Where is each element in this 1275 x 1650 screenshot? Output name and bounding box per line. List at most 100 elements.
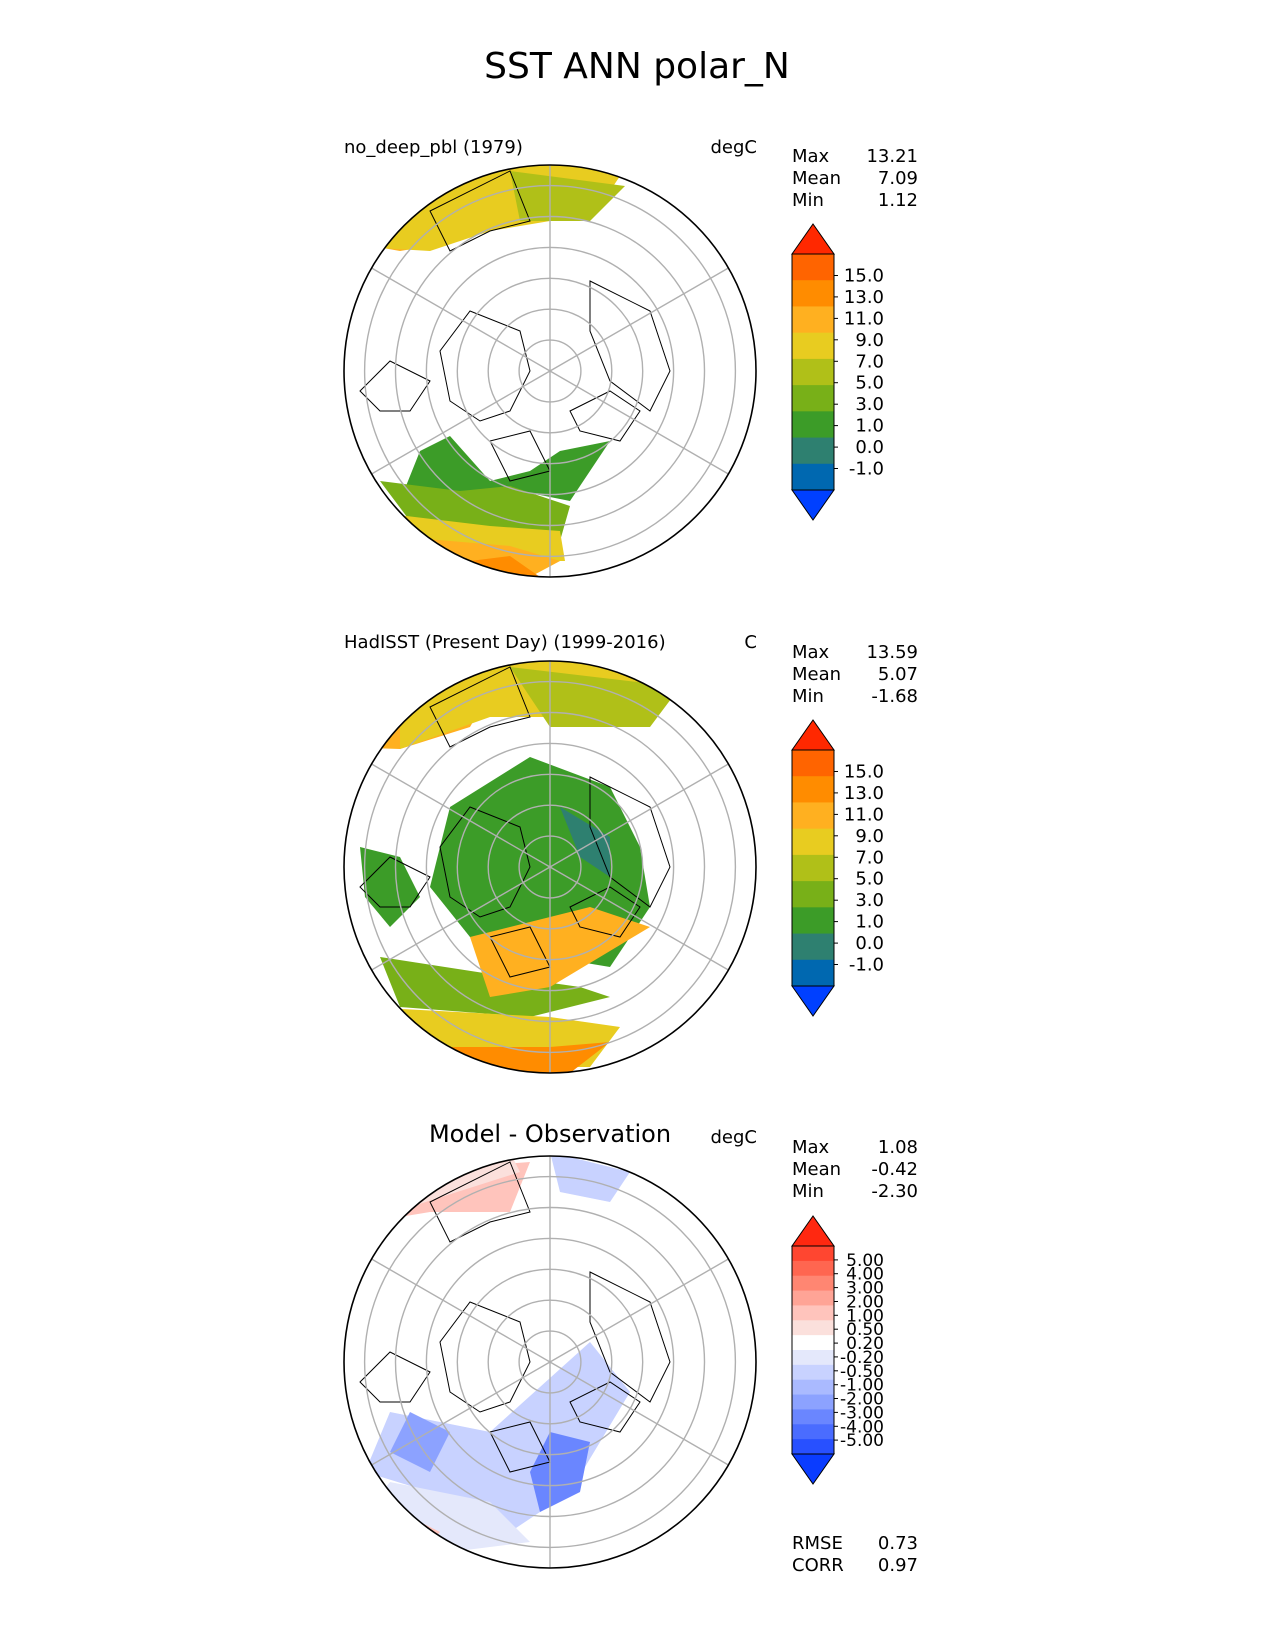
colorbar-segment — [792, 254, 834, 281]
metric-corr-label: CORR — [792, 1555, 844, 1576]
colorbar-tick-label: 11.0 — [844, 804, 884, 825]
colorbar-segment — [792, 1320, 834, 1336]
colorbar-segment — [792, 1350, 834, 1366]
colorbar-segment — [792, 463, 834, 491]
colorbar-tick-label: 1.0 — [855, 912, 884, 933]
panel-diff: Model - Observation degC Max 1.08 Mean -… — [343, 1120, 918, 1576]
metric-corr-value: 0.97 — [878, 1555, 918, 1576]
coastline — [569, 390, 641, 442]
coastline — [429, 666, 531, 748]
colorbar-frame — [791, 1245, 835, 1455]
coastline — [359, 1351, 431, 1403]
colorbar-tick-label: 7.0 — [855, 847, 884, 868]
meridian-line — [549, 1258, 729, 1363]
panel-diff-colorbar: 5.004.003.002.001.000.500.20-0.20-0.50-1… — [791, 1215, 884, 1485]
colorbar-tick-label: 15.0 — [844, 762, 884, 783]
metric-rmse-value: 0.73 — [878, 1533, 918, 1554]
panel-obs-units: C — [744, 632, 757, 653]
labrador-cold-anomaly — [390, 1412, 450, 1472]
colorbar-segment — [792, 1439, 834, 1455]
colorbar-tick-label: 13.0 — [844, 287, 884, 308]
stat-min-value: -1.68 — [871, 686, 918, 707]
meridian-line — [371, 763, 551, 868]
stat-min-label: Min — [792, 190, 824, 211]
meridian-line — [371, 267, 551, 372]
colorbar-segment — [792, 1275, 834, 1292]
colorbar-segment — [792, 1379, 834, 1396]
coastline — [569, 1381, 641, 1433]
colorbar-segment — [792, 437, 834, 465]
colorbar-extend-min — [791, 1453, 835, 1485]
colorbar-tick-label: 3.0 — [855, 394, 884, 415]
stat-mean-value: 5.07 — [878, 664, 918, 685]
colorbar-segment — [792, 1246, 834, 1262]
colorbar-tick-label: -1.00 — [840, 1376, 884, 1396]
colorbar-tick-label: 0.0 — [855, 933, 884, 954]
colorbar-tick-label: 3.00 — [846, 1279, 884, 1299]
atlantic-mid-field — [380, 481, 570, 541]
panel-model: no_deep_pbl (1979) degC Max 13.21 Mean 7… — [343, 137, 918, 578]
colorbar-tick-label: 4.00 — [846, 1265, 884, 1285]
colorbar-segment — [792, 854, 834, 882]
panel-diff-metrics: RMSE 0.73 CORR 0.97 — [792, 1533, 918, 1576]
colorbar-segment — [792, 828, 834, 856]
colorbar-segment — [792, 1260, 834, 1277]
colorbar-tick-label: 15.0 — [844, 266, 884, 287]
colorbar-tick-label: 2.00 — [846, 1293, 884, 1313]
colorbar-segment — [792, 1424, 834, 1440]
stat-max-label: Max — [792, 642, 830, 663]
colorbar-segment — [792, 1364, 834, 1381]
meridian-line — [371, 866, 551, 971]
stat-max-value: 13.59 — [866, 642, 918, 663]
colorbar-extend-max — [791, 719, 835, 751]
colorbar-segment — [792, 776, 834, 803]
colorbar-tick-label: 0.0 — [855, 437, 884, 458]
colorbar-segment — [792, 1290, 834, 1306]
stat-min-label: Min — [792, 1181, 824, 1202]
stat-min-value: 1.12 — [878, 190, 918, 211]
coastline — [359, 360, 431, 412]
coastline — [359, 856, 431, 908]
panel-obs-map — [343, 660, 757, 1074]
colorbar-tick-label: 1.00 — [846, 1306, 884, 1326]
coastline — [439, 1301, 531, 1413]
panel-model-title: no_deep_pbl (1979) — [344, 137, 523, 158]
figure-title: SST ANN polar_N — [484, 46, 790, 87]
meridian-line — [549, 866, 729, 971]
colorbar-extend-min — [791, 985, 835, 1017]
colorbar-tick-label: 11.0 — [844, 308, 884, 329]
colorbar-tick-label: 13.0 — [844, 783, 884, 804]
stat-mean-label: Mean — [792, 1159, 841, 1180]
colorbar-segment — [792, 802, 834, 830]
colorbar-tick-label: 7.0 — [855, 351, 884, 372]
map-fields — [344, 165, 671, 577]
atlantic-north-field — [400, 436, 610, 501]
map-boundary — [343, 1155, 757, 1569]
colorbar-segment — [792, 907, 834, 935]
colorbar-segment — [792, 933, 834, 961]
stat-mean-value: -0.42 — [871, 1159, 918, 1180]
map-fields — [344, 661, 680, 1073]
colorbar-segment — [792, 332, 834, 360]
hudson-field — [360, 847, 420, 927]
meridian-line — [371, 1361, 551, 1466]
meridian-line — [549, 1361, 729, 1466]
panel-diff-title: Model - Observation — [429, 1120, 671, 1148]
panel-model-colorbar: 15.013.011.09.07.05.03.01.00.0-1.0 — [791, 223, 884, 521]
stat-max-label: Max — [792, 146, 830, 167]
colorbar-tick-label: -4.00 — [840, 1417, 884, 1437]
colorbar-segment — [792, 358, 834, 386]
coastline — [589, 280, 671, 412]
stat-mean-label: Mean — [792, 168, 841, 189]
colorbar-tick-label: 9.0 — [855, 826, 884, 847]
colorbar-extend-max — [791, 223, 835, 255]
panel-model-map — [343, 164, 757, 578]
arctic-cold-field — [560, 807, 610, 877]
metric-rmse-label: RMSE — [792, 1533, 843, 1554]
colorbar-extend-min — [791, 489, 835, 521]
meridian-line — [549, 267, 729, 372]
map-boundary — [343, 660, 757, 1074]
colorbar-segment — [792, 959, 834, 987]
map-fields — [344, 1156, 671, 1552]
